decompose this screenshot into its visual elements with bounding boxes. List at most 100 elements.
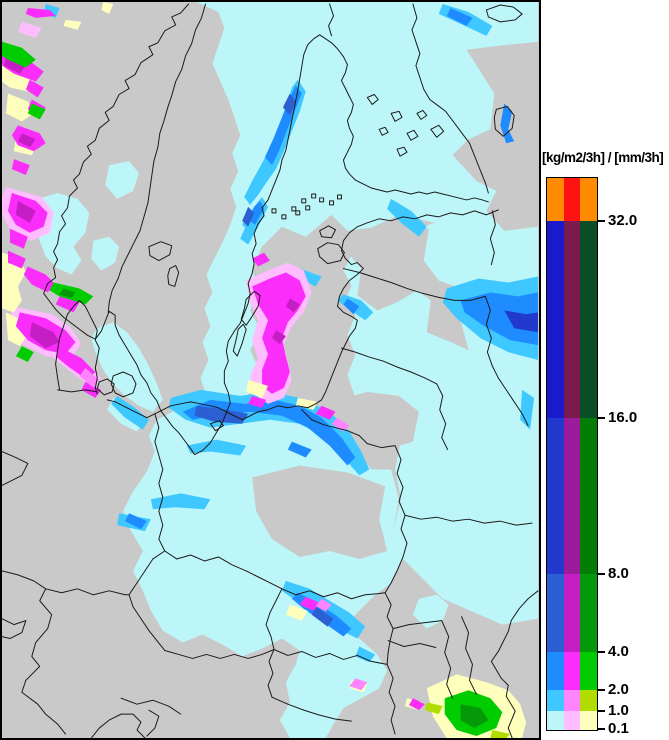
precip-dark-core — [311, 606, 334, 627]
island-outline — [209, 420, 224, 432]
legend-band-row — [547, 178, 598, 221]
island-outline — [232, 323, 247, 357]
precip-magenta-core — [15, 200, 36, 223]
dry-area — [347, 222, 469, 351]
precip-yellow-patch — [246, 379, 269, 398]
precip-magenta — [7, 250, 26, 269]
dry-gray-patches — [252, 41, 539, 559]
legend-band-cell — [563, 574, 581, 652]
legend-band-row — [547, 652, 598, 690]
precip-streak — [355, 646, 376, 663]
country-border — [301, 409, 368, 445]
country-border — [164, 648, 275, 659]
legend-band-cell — [580, 221, 598, 418]
country-border — [128, 550, 166, 651]
precip-streak — [520, 389, 535, 430]
lake-outline — [493, 105, 515, 137]
country-border — [265, 588, 283, 650]
legend-band-cell — [563, 690, 581, 711]
precip-magenta — [252, 252, 271, 267]
precip-magenta — [81, 381, 102, 398]
country-border — [154, 413, 166, 552]
precip-dark-core — [242, 206, 255, 227]
country-border — [273, 648, 388, 665]
legend-tick — [597, 220, 605, 222]
precip-green — [27, 103, 46, 120]
precip-yellow-patch — [5, 93, 34, 122]
dry-area — [329, 391, 419, 450]
legend-tick — [597, 651, 605, 653]
country-border — [164, 550, 283, 590]
legend-tick-label: 0.1 — [608, 720, 629, 737]
country-border — [57, 389, 98, 393]
legend-tick — [597, 689, 605, 691]
legend-band-cell — [580, 574, 598, 652]
legend-band-cell — [547, 418, 564, 574]
legend-tick — [597, 710, 605, 712]
precip-green — [15, 346, 34, 363]
precip-magenta — [9, 228, 28, 249]
country-border — [2, 451, 29, 486]
precip-magenta — [25, 7, 56, 18]
legend-band-cell — [580, 690, 598, 711]
precip-yellow-patch — [285, 604, 308, 621]
coastline-layer — [43, 3, 539, 738]
precip-yellow-patch — [101, 2, 114, 14]
precip-magenta — [315, 405, 336, 420]
legend-band-cell — [580, 178, 598, 221]
coastline — [90, 713, 146, 738]
country-border — [2, 570, 67, 735]
precip-magenta-core — [271, 330, 286, 345]
legend-band-cell — [563, 652, 581, 690]
legend-band-row — [547, 221, 598, 418]
precip-magenta-core — [285, 298, 300, 313]
lake-outline — [148, 241, 173, 262]
coastline — [55, 299, 100, 395]
legend-band-cell — [563, 221, 581, 418]
coastline — [490, 590, 539, 738]
precip-magenta-core-layer — [3, 57, 300, 398]
map-svg — [2, 2, 539, 738]
precip-magenta — [299, 596, 320, 611]
legend-tick-scale: 32.0 16.0 8.0 4.0 2.0 1.0 0.1 — [597, 178, 669, 737]
legend-tick — [597, 573, 605, 575]
country-border — [441, 620, 454, 699]
legend-band-row — [547, 690, 598, 711]
legend-tick — [597, 417, 605, 419]
precip-core — [125, 513, 147, 530]
legend-tick-label: 8.0 — [608, 565, 629, 582]
island-outline — [317, 242, 345, 265]
precip-magenta-core — [29, 322, 60, 349]
precip-magenta — [11, 159, 30, 176]
coastline — [106, 209, 499, 421]
country-border — [461, 616, 477, 695]
island-outline — [319, 225, 337, 239]
country-border — [489, 210, 496, 266]
precip-dark-blue-layer — [194, 93, 539, 627]
precip-magenta — [25, 79, 44, 98]
legend-band-cell — [547, 711, 564, 730]
country-border — [120, 697, 182, 715]
country-border — [387, 640, 437, 648]
precip-area — [105, 161, 139, 199]
legend-tick-label: 16.0 — [608, 409, 638, 426]
precip-green-light — [490, 730, 511, 738]
country-border — [328, 3, 335, 37]
legend-colorbar — [546, 177, 598, 731]
border-layer — [2, 3, 533, 735]
country-border — [404, 514, 533, 526]
island-outline — [96, 378, 115, 396]
legend-band-cell — [547, 574, 564, 652]
legend-tick-label: 2.0 — [608, 681, 629, 698]
precip-streak — [150, 493, 211, 510]
legend-tick — [597, 728, 605, 730]
legend-title: [kg/m2/3h] / [mm/3h] — [542, 150, 664, 165]
country-border — [2, 618, 27, 640]
dry-area — [252, 465, 388, 559]
precip-core — [446, 7, 473, 26]
precip-green-core — [460, 704, 489, 729]
precip-yellow-patch — [5, 312, 28, 347]
legend-band-cell — [563, 418, 581, 574]
precip-magenta-light — [315, 598, 332, 612]
country-border — [484, 295, 529, 427]
